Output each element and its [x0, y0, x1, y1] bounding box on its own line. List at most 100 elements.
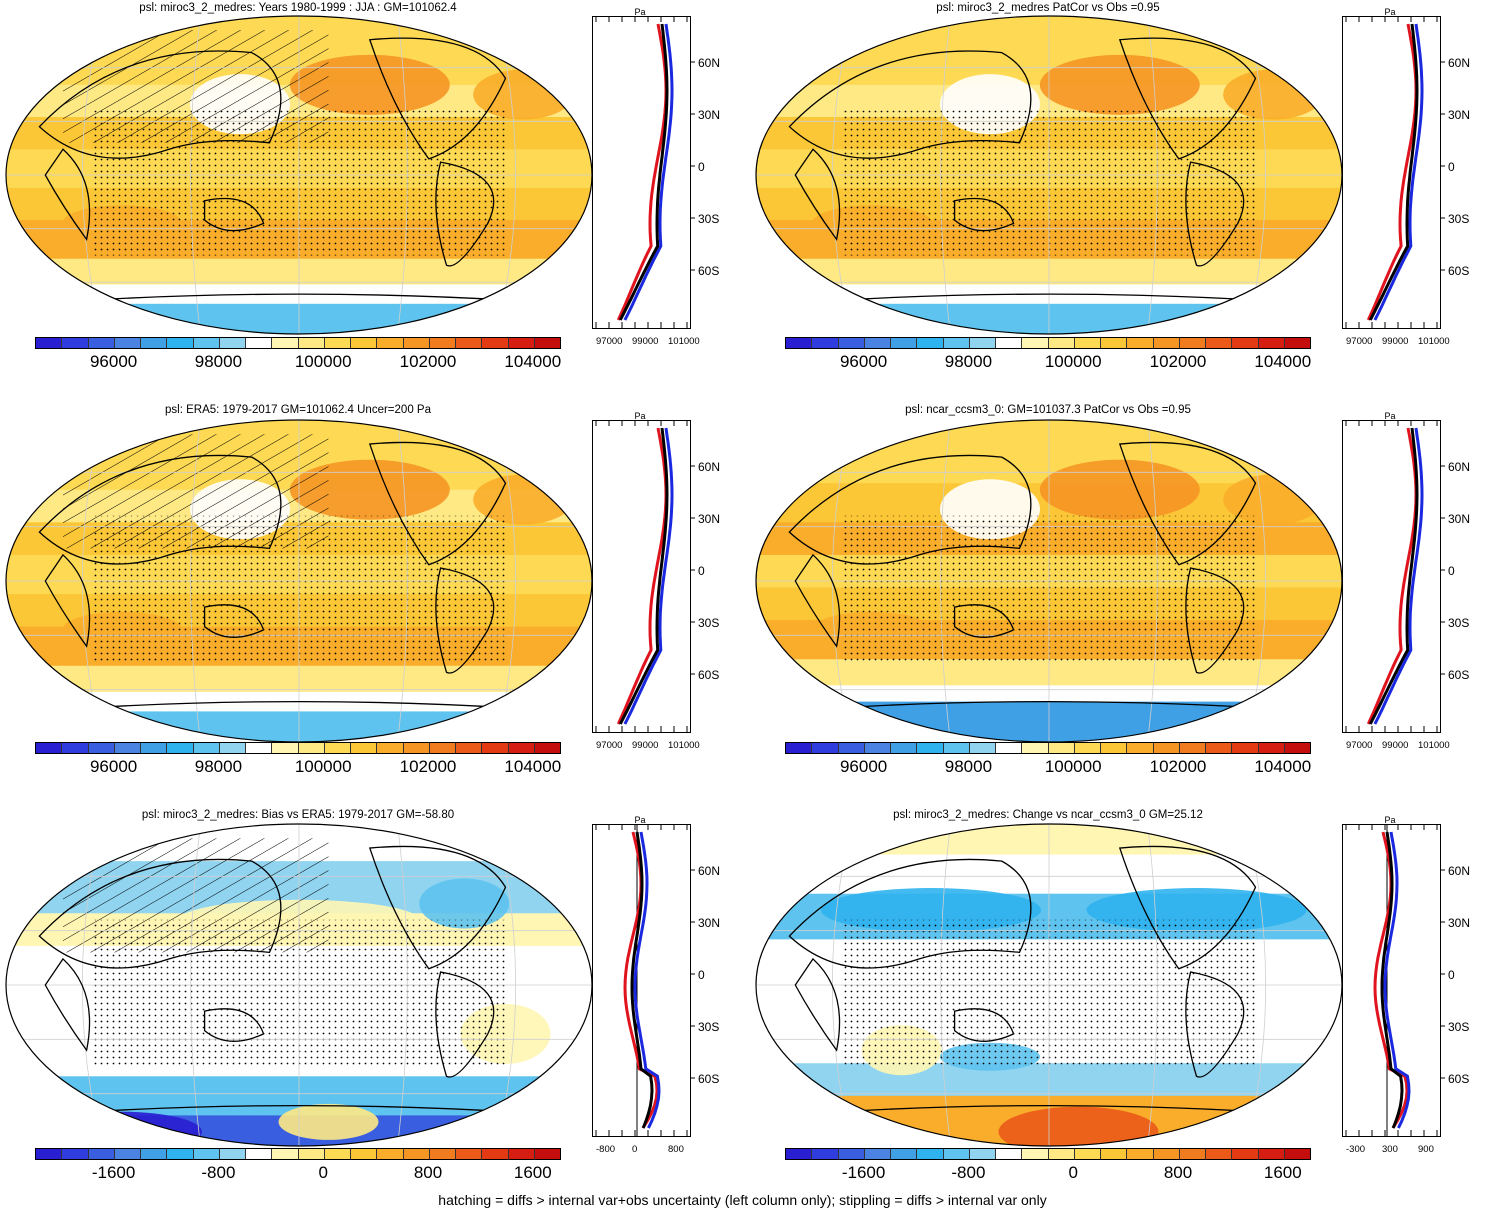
lat-tick-label: 30N	[698, 512, 720, 526]
zonal-mean-profile: Pa 60N 30N 0 30S 60S -300 300 900	[1342, 816, 1470, 1155]
colorbar-tick-label: 96000	[89, 352, 138, 371]
lat-tick-label: 0	[1448, 968, 1455, 982]
colorbar-tick-label: 98000	[944, 757, 993, 776]
zonal-mean-profile: Pa 60N 30N 0 30S 60S 97000 99000 101000	[592, 8, 720, 347]
colorbar-tick-label: 102000	[399, 757, 457, 776]
colorbar-tick-label: -1600	[91, 1163, 136, 1182]
lat-tick-label: 0	[698, 160, 705, 174]
lat-tick-label: 60N	[698, 864, 720, 878]
colorbar-tick-label: 96000	[89, 757, 138, 776]
world-map	[5, 15, 593, 335]
value-tick-label: 0	[632, 1144, 637, 1155]
colorbar-tick-label: -800	[951, 1163, 986, 1182]
panel-title: psl: miroc3_2_medres: Change vs ncar_ccs…	[893, 809, 1203, 821]
obs-profile-line	[1383, 831, 1411, 1129]
world-map	[5, 419, 593, 743]
lat-tick-label: 60S	[698, 668, 719, 682]
colorbar-tick-label: 104000	[1254, 757, 1312, 776]
colorbar-tick-label: 0	[1068, 1163, 1078, 1182]
obs-profile-line	[633, 831, 661, 1129]
footnote: hatching = diffs > internal var+obs unce…	[438, 1192, 1047, 1208]
profile-unit: Pa	[634, 412, 645, 421]
value-tick-label: 101000	[668, 740, 700, 751]
value-tick-label: 97000	[596, 740, 622, 751]
value-tick-label: 300	[1382, 1144, 1398, 1155]
colorbar-tick-label: 104000	[504, 352, 562, 371]
obs-profile-line	[623, 23, 674, 321]
value-tick-label: -300	[1346, 1144, 1365, 1155]
panel-title: psl: ERA5: 1979-2017 GM=101062.4 Uncer=2…	[165, 404, 431, 416]
lat-tick-label: 30N	[1448, 108, 1470, 122]
mean-profile-line	[1368, 23, 1419, 321]
colorbar-tick-label: 96000	[839, 352, 888, 371]
lat-tick-label: 30N	[698, 916, 720, 930]
profile-unit: Pa	[1384, 412, 1395, 421]
zonal-mean-profile: Pa 60N 30N 0 30S 60S 97000 99000 101000	[592, 412, 720, 751]
colorbar-tick-label: -1600	[841, 1163, 886, 1182]
colorbar-tick-label: 1600	[1263, 1163, 1302, 1182]
mean-profile-line	[1380, 831, 1404, 1129]
value-tick-label: 97000	[1346, 740, 1372, 751]
profile-unit: Pa	[634, 816, 645, 825]
colorbar-tick-label: 104000	[504, 757, 562, 776]
lat-tick-label: 30S	[1448, 212, 1469, 226]
obs-profile-line	[1373, 427, 1424, 725]
colorbar-tick-label: 100000	[294, 757, 352, 776]
obs-profile-line	[623, 427, 674, 725]
world-map	[755, 15, 1343, 335]
value-tick-label: 101000	[1418, 336, 1450, 347]
panel-title: psl: ncar_ccsm3_0: GM=101037.3 PatCor vs…	[905, 404, 1191, 416]
value-tick-label: 101000	[1418, 740, 1450, 751]
lat-tick-label: 60S	[1448, 264, 1469, 278]
value-tick-label: 97000	[596, 336, 622, 347]
lat-tick-label: 30S	[698, 212, 719, 226]
colorbar-tick-label: 1600	[513, 1163, 552, 1182]
colorbar	[35, 742, 561, 754]
colorbar-tick-label: 800	[413, 1163, 443, 1182]
lat-tick-label: 30N	[698, 108, 720, 122]
lat-tick-label: 60S	[1448, 1072, 1469, 1086]
value-tick-label: -800	[596, 1144, 615, 1155]
lat-tick-label: 30S	[1448, 1020, 1469, 1034]
lat-tick-label: 0	[698, 968, 705, 982]
panel-title: psl: miroc3_2_medres PatCor vs Obs =0.95	[936, 2, 1160, 14]
lat-tick-label: 60N	[1448, 460, 1470, 474]
colorbar-tick-label: 100000	[294, 352, 352, 371]
colorbar-tick-label: 102000	[1149, 352, 1207, 371]
obs-profile-line	[1373, 23, 1424, 321]
profile-unit: Pa	[1384, 8, 1395, 17]
colorbar	[35, 1148, 561, 1160]
lat-tick-label: 60S	[698, 1072, 719, 1086]
colorbar-tick-label: 102000	[1149, 757, 1207, 776]
lat-tick-label: 60N	[1448, 56, 1470, 70]
value-tick-label: 101000	[668, 336, 700, 347]
value-tick-label: 800	[668, 1144, 684, 1155]
zonal-mean-profile: Pa 60N 30N 0 30S 60S 97000 99000 101000	[1342, 412, 1470, 751]
world-map	[755, 419, 1343, 743]
profile-unit: Pa	[634, 8, 645, 17]
world-map	[755, 823, 1343, 1147]
lat-tick-label: 0	[1448, 564, 1455, 578]
panel-title: psl: miroc3_2_medres: Years 1980-1999 : …	[139, 2, 457, 14]
colorbar-tick-label: 100000	[1044, 352, 1102, 371]
colorbar-tick-label: 104000	[1254, 352, 1312, 371]
lat-tick-label: 30S	[698, 1020, 719, 1034]
lat-tick-label: 30N	[1448, 916, 1470, 930]
colorbar-tick-label: 800	[1163, 1163, 1193, 1182]
colorbar	[785, 1148, 1311, 1160]
colorbar-tick-label: 98000	[194, 757, 243, 776]
lat-tick-label: 30S	[1448, 616, 1469, 630]
value-tick-label: 97000	[1346, 336, 1372, 347]
colorbar-tick-label: 98000	[194, 352, 243, 371]
colorbar	[785, 742, 1311, 754]
zonal-mean-profile: Pa 60N 30N 0 30S 60S -800 0 800	[592, 816, 720, 1155]
colorbar-tick-label: 102000	[399, 352, 457, 371]
lat-tick-label: 30S	[698, 616, 719, 630]
lat-tick-label: 60N	[698, 56, 720, 70]
value-tick-label: 99000	[632, 336, 658, 347]
panel-title: psl: miroc3_2_medres: Bias vs ERA5: 1979…	[141, 809, 455, 821]
lat-tick-label: 60S	[1448, 668, 1469, 682]
colorbar-tick-label: -800	[201, 1163, 236, 1182]
lat-tick-label: 0	[1448, 160, 1455, 174]
colorbar	[785, 337, 1311, 349]
